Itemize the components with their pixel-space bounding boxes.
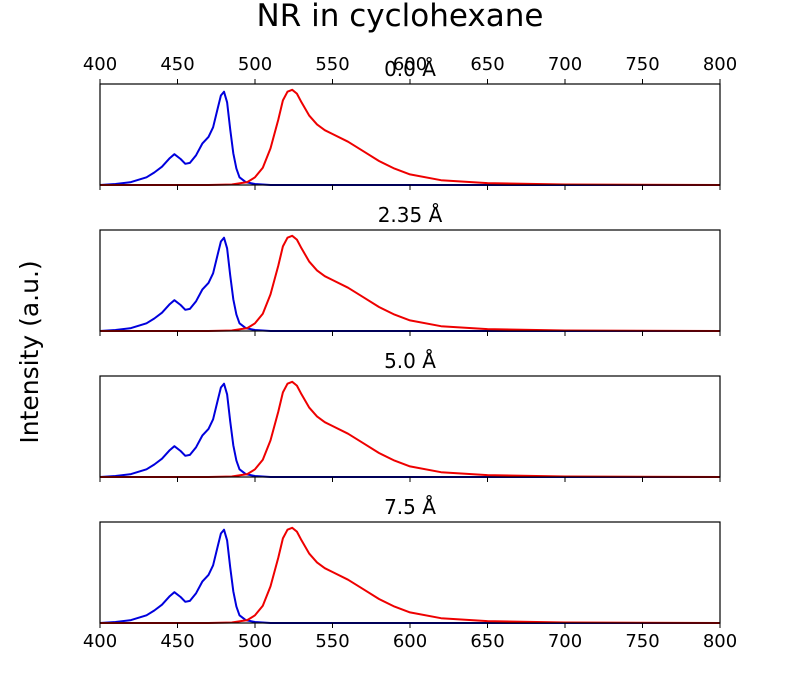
x-tick-label: 400 (83, 631, 117, 652)
panel-title: 2.35 Å (378, 203, 443, 227)
absorption-curve (99, 382, 720, 478)
x-tick-label: 450 (160, 54, 194, 75)
x-tick-label: 650 (470, 631, 504, 652)
panel-frame (99, 375, 721, 478)
x-tick-label: 750 (625, 631, 659, 652)
panel-title: 5.0 Å (384, 349, 436, 373)
absorption-curve (99, 90, 720, 186)
x-tick-label: 550 (315, 54, 349, 75)
x-tick-label: 650 (470, 54, 504, 75)
panel-frame (99, 83, 721, 186)
figure-title: NR in cyclohexane (257, 0, 544, 34)
x-tick-label: 450 (160, 631, 194, 652)
x-tick-label: 700 (548, 54, 582, 75)
x-tick-label: 400 (83, 54, 117, 75)
x-tick-label: 750 (625, 54, 659, 75)
panel-1: 0.0 Å 400 450 500 550 600 650 700 750 800 (83, 54, 737, 190)
emission-curve (100, 234, 721, 332)
x-tick-label: 700 (548, 631, 582, 652)
x-tick-label: 500 (238, 54, 272, 75)
panel-3: 5.0 Å (99, 349, 721, 482)
panel-frame (99, 229, 721, 332)
y-axis-label: Intensity (a.u.) (15, 260, 44, 443)
x-tick-label: 500 (238, 631, 272, 652)
absorption-curve (99, 236, 720, 332)
panel-title: 0.0 Å (384, 57, 436, 81)
panels-group: 0.0 Å 400 450 500 550 600 650 700 750 800 2.35 Å 5.… (83, 54, 737, 652)
x-tick-label: 600 (393, 631, 427, 652)
x-tick-label: 800 (703, 54, 737, 75)
emission-curve (100, 526, 721, 624)
panel-2: 2.35 Å (99, 203, 721, 336)
emission-curve (100, 88, 721, 186)
x-tick-label: 600 (393, 54, 427, 75)
x-tick-label: 550 (315, 631, 349, 652)
panel-4: 7.5 Å 400 450 500 550 600 650 700 750 800 (83, 495, 737, 652)
panel-frame (99, 521, 721, 624)
emission-curve (100, 380, 721, 478)
x-tick-label: 800 (703, 631, 737, 652)
absorption-curve (99, 528, 720, 624)
panel-title: 7.5 Å (384, 495, 436, 519)
